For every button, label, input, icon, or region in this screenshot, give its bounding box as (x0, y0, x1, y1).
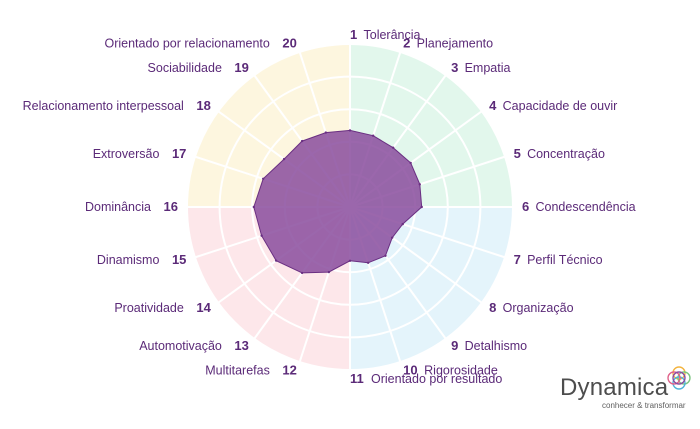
category-number: 6 (522, 199, 529, 214)
category-label-text: Proatividade (114, 301, 184, 315)
category-label-13: 13 Automotivação (139, 338, 249, 353)
category-label-text: Planejamento (417, 36, 493, 50)
category-number: 1 (350, 27, 357, 42)
category-label-10: 10 Rigorosidade (403, 363, 498, 378)
data-point (348, 129, 352, 132)
category-number: 16 (164, 199, 178, 214)
category-number: 11 (350, 371, 364, 386)
category-label-text: Relacionamento interpessoal (23, 99, 184, 113)
category-number: 14 (196, 300, 211, 315)
data-point (420, 205, 423, 209)
data-point (418, 183, 421, 186)
category-number: 10 (403, 363, 417, 378)
category-label-text: Concentração (527, 147, 605, 161)
logo-name: Dynamica (560, 374, 669, 401)
category-label-2: 2 Planejamento (403, 35, 493, 50)
category-label-7: 7 Perfil Técnico (514, 252, 603, 267)
category-label-text: Rigorosidade (424, 364, 498, 378)
category-label-15: 15 Dinamismo (97, 252, 187, 267)
data-point (390, 236, 394, 239)
category-label-text: Extroversão (93, 147, 160, 161)
data-point (274, 259, 278, 262)
category-label-20: 20 Orientado por relacionamento (104, 35, 296, 50)
category-number: 15 (172, 252, 186, 267)
data-point (371, 134, 375, 137)
category-label-text: Dinamismo (97, 253, 160, 267)
data-point (366, 261, 370, 265)
data-point (252, 205, 256, 209)
category-label-17: 17 Extroversão (93, 146, 187, 161)
category-label-text: Condescendência (536, 200, 636, 214)
category-label-text: Perfil Técnico (527, 253, 603, 267)
data-point (409, 161, 412, 165)
series-area (252, 129, 423, 275)
category-number: 7 (514, 252, 521, 267)
category-label-16: 16 Dominância (85, 199, 178, 214)
category-label-text: Sociabilidade (148, 61, 222, 75)
category-label-text: Dominância (85, 200, 151, 214)
category-label-3: 3 Empatia (451, 60, 510, 75)
data-point (324, 131, 328, 134)
category-label-8: 8 Organização (489, 300, 573, 315)
data-point (260, 234, 263, 237)
brand-logo: Dynamica conhecer & transformar (560, 364, 692, 414)
category-label-5: 5 Concentração (514, 146, 605, 161)
category-label-text: Orientado por relacionamento (104, 36, 269, 50)
data-point (384, 254, 387, 257)
category-label-text: Orientado por resultado (371, 372, 502, 386)
data-point (300, 139, 304, 143)
logo-tagline: conhecer & transformar (602, 401, 686, 410)
category-number: 17 (172, 146, 186, 161)
category-label-18: 18 Relacionamento interpessoal (23, 98, 211, 113)
logo-icon (667, 366, 691, 390)
category-label-14: 14 Proatividade (114, 300, 211, 315)
category-label-19: 19 Sociabilidade (148, 60, 249, 75)
category-label-text: Organização (503, 301, 574, 315)
category-label-text: Tolerância (364, 28, 421, 42)
category-number: 9 (451, 338, 458, 353)
data-point (300, 271, 304, 275)
category-label-12: 12 Multitarefas (205, 363, 297, 378)
category-number: 3 (451, 60, 458, 75)
category-number: 20 (282, 35, 296, 50)
category-label-text: Empatia (465, 61, 511, 75)
category-label-1: 1 Tolerância (350, 27, 421, 42)
data-point (282, 157, 286, 161)
data-point (348, 259, 352, 262)
category-number: 19 (234, 60, 248, 75)
category-number: 8 (489, 300, 496, 315)
category-label-4: 4 Capacidade de ouvir (489, 98, 617, 113)
category-label-text: Multitarefas (205, 364, 270, 378)
category-label-9: 9 Detalhismo (451, 338, 527, 353)
data-point (327, 270, 331, 274)
data-point (261, 177, 265, 180)
category-number: 4 (489, 98, 497, 113)
category-number: 18 (196, 98, 210, 113)
category-number: 13 (234, 338, 248, 353)
category-label-6: 6 Condescendência (522, 199, 636, 214)
category-number: 5 (514, 146, 521, 161)
category-number: 12 (282, 363, 296, 378)
category-number: 2 (403, 35, 410, 50)
data-point (391, 146, 395, 149)
data-point (401, 222, 404, 226)
category-label-11: 11 Orientado por resultado (350, 371, 502, 386)
category-label-text: Automotivação (139, 339, 222, 353)
category-label-text: Capacidade de ouvir (503, 99, 618, 113)
category-label-text: Detalhismo (465, 339, 528, 353)
